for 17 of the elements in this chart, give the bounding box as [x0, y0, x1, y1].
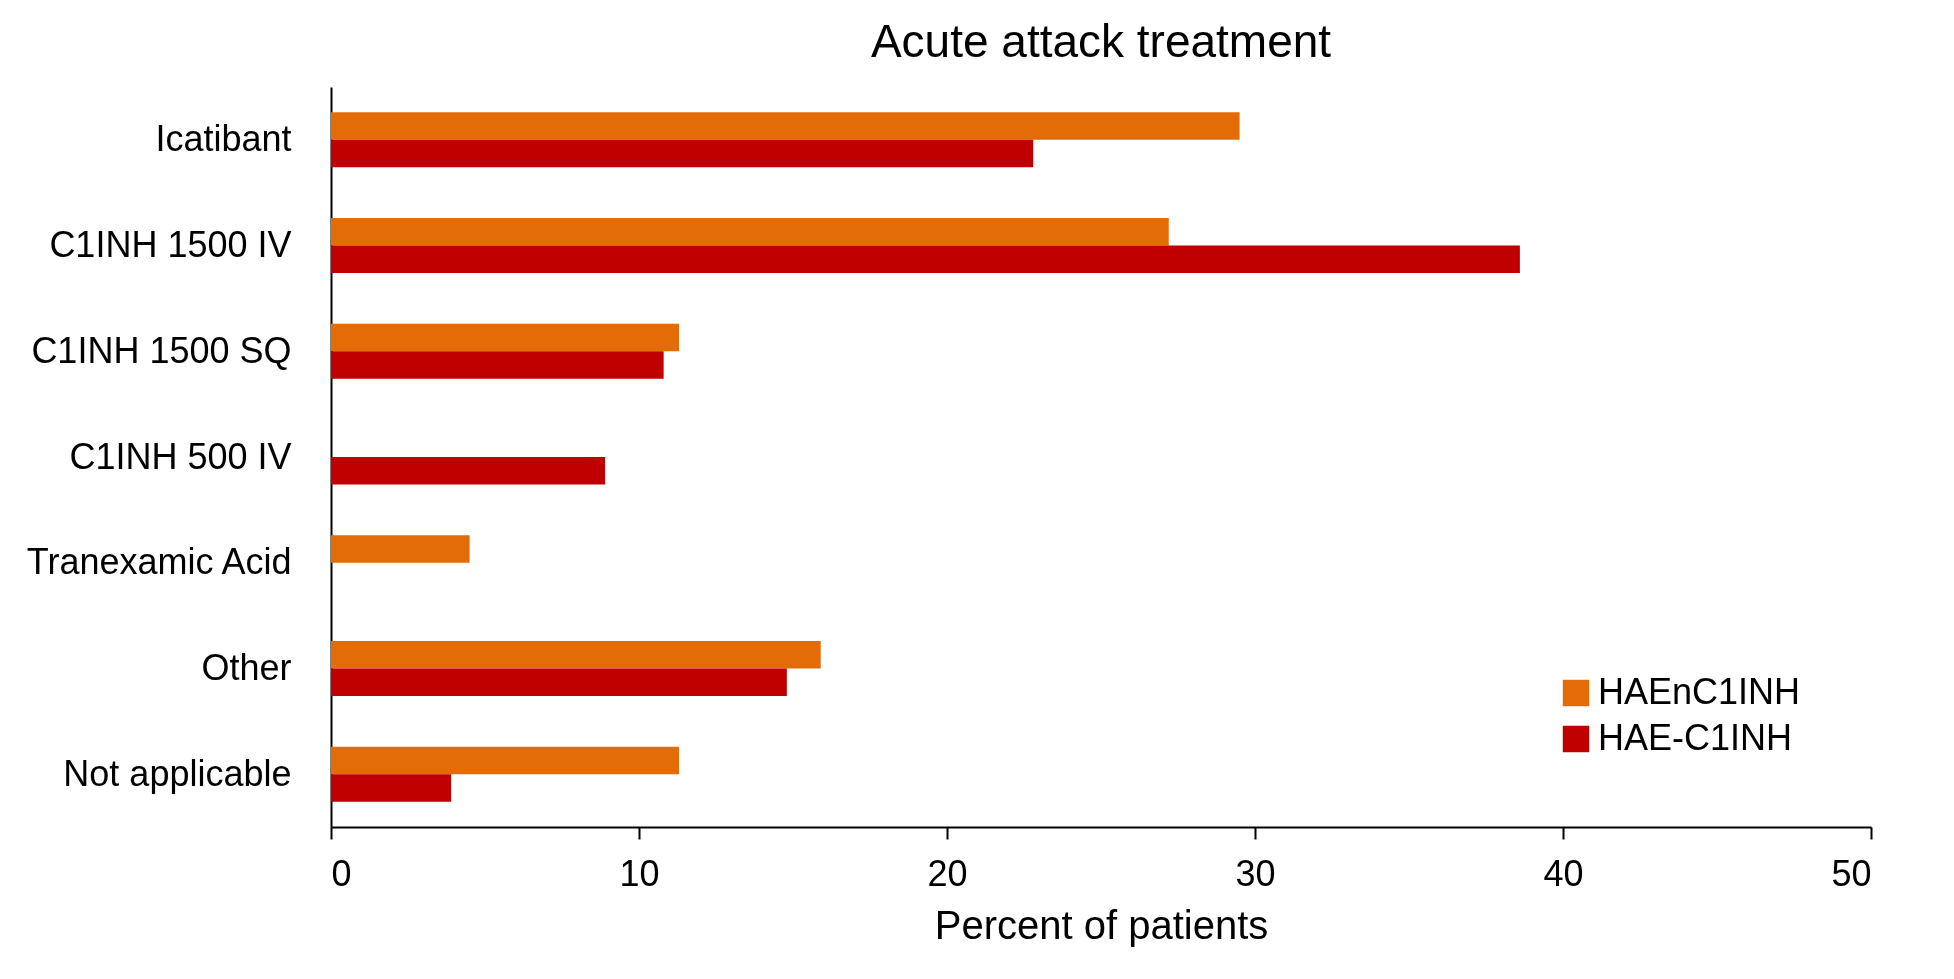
x-tick-label: 20	[927, 852, 968, 894]
y-tick-label: Not applicable	[63, 752, 292, 794]
y-tick-label: C1INH 1500 IV	[49, 224, 292, 266]
y-tick-label: Icatibant	[155, 118, 292, 160]
x-tick-label: 50	[1831, 852, 1872, 894]
x-tick-label: 30	[1235, 852, 1276, 894]
y-tick-label: C1INH 500 IV	[69, 435, 292, 477]
x-axis-title: Percent of patients	[934, 902, 1269, 947]
y-tick-label: Other	[201, 646, 292, 688]
legend-label: HAE-C1INH	[1598, 717, 1793, 758]
y-tick-label: C1INH 1500 SQ	[31, 329, 292, 371]
chart-title: Acute attack treatment	[870, 15, 1332, 67]
x-tick-label: 40	[1543, 852, 1584, 894]
legend-label: HAEnC1INH	[1598, 671, 1801, 712]
x-tick-label: 0	[331, 852, 352, 894]
y-tick-label: Tranexamic Acid	[26, 541, 292, 583]
x-tick-label: 10	[619, 852, 660, 894]
